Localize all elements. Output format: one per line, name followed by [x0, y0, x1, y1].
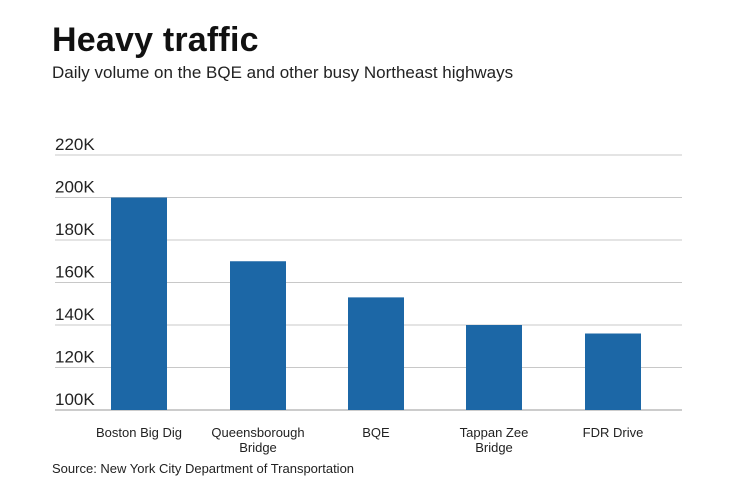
x-tick-label-line: FDR Drive — [583, 425, 644, 440]
x-tick-label: Boston Big Dig — [96, 425, 182, 440]
bar — [111, 197, 167, 410]
bar — [348, 297, 404, 410]
bar — [585, 333, 641, 410]
chart-subtitle: Daily volume on the BQE and other busy N… — [52, 63, 514, 82]
y-tick-label: 220K — [55, 135, 95, 154]
x-tick-label: Queensborough Bridge — [211, 425, 304, 455]
x-tick-label-line: Bridge — [239, 440, 277, 455]
x-tick-label: FDR Drive — [583, 425, 644, 440]
chart-title: Heavy traffic — [52, 21, 259, 59]
y-tick-label: 100K — [55, 390, 95, 409]
y-tick-label: 120K — [55, 348, 95, 367]
x-tick-label: BQE — [362, 425, 390, 440]
x-tick-label-line: Boston Big Dig — [96, 425, 182, 440]
y-tick-label: 160K — [55, 263, 95, 282]
y-tick-label: 180K — [55, 220, 95, 239]
bar — [466, 325, 522, 410]
y-tick-label: 140K — [55, 305, 95, 324]
x-tick-label-line: Queensborough — [211, 425, 304, 440]
x-tick-label: Tappan Zee Bridge — [460, 425, 529, 455]
source-note: Source: New York City Department of Tran… — [52, 461, 355, 476]
x-tick-label-line: Tappan Zee — [460, 425, 529, 440]
y-tick-label: 200K — [55, 178, 95, 197]
x-tick-label-line: Bridge — [475, 440, 513, 455]
bar — [230, 261, 286, 410]
x-tick-label-line: BQE — [362, 425, 390, 440]
